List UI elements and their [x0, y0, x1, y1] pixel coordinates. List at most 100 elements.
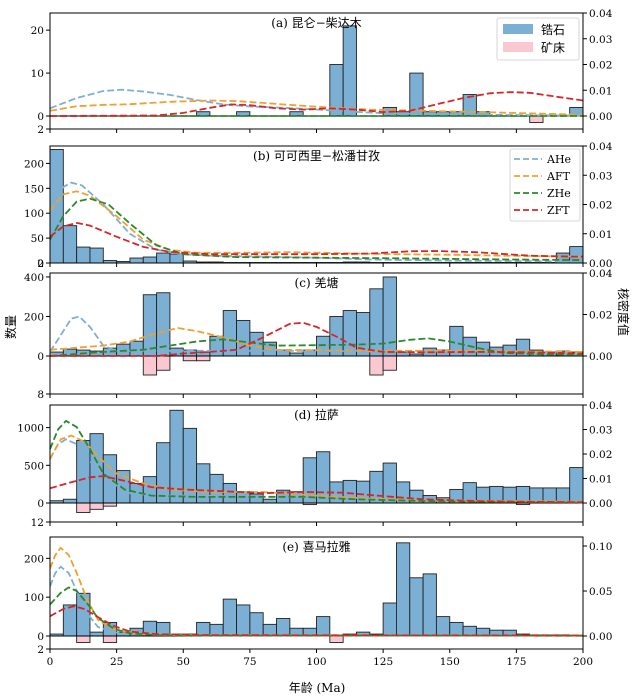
- left-tick-label: 0: [37, 631, 44, 643]
- x-tick-label: 125: [373, 656, 393, 668]
- x-tick-label: 50: [177, 656, 190, 668]
- zircon-bar: [222, 598, 238, 637]
- deposit-bar: [369, 355, 384, 376]
- right-tick-label: 0.02: [589, 200, 612, 212]
- zircon-bar: [316, 616, 331, 637]
- bar-group: [50, 149, 583, 263]
- zircon-bar: [569, 467, 583, 504]
- zircon-bar: [249, 612, 264, 637]
- kde-group: [50, 546, 583, 637]
- right-tick-label: 0.02: [589, 449, 612, 461]
- deposit-bar: [156, 355, 171, 371]
- plot-frame: [49, 145, 584, 264]
- kde-curve-aft: [50, 327, 583, 353]
- kde-curve-zhe: [50, 337, 583, 357]
- kde-group: [50, 181, 583, 263]
- right-tick-label: 0.02: [589, 60, 612, 72]
- deposit-bar: [76, 635, 91, 643]
- right-tick-label: 0.04: [589, 8, 613, 20]
- zircon-bar: [76, 246, 91, 263]
- right-tick-label: 0.01: [589, 229, 612, 241]
- right-tick-label: 0.00: [589, 498, 612, 510]
- right-tick-label: 0.02: [589, 310, 612, 322]
- inverted-tick-label: 12: [31, 517, 44, 529]
- chart-panel-5: 0 100 200 2 0.00 0.05 0.10 0 25 50 75 100 125 150 175 2…: [24, 536, 612, 668]
- chart-panel-4: 0 500 1000 12 0.00 0.01 0.02 0.03 0.04 (d) 拉萨: [17, 400, 612, 529]
- zircon-bar: [62, 604, 78, 637]
- kde-curve-zhe: [50, 419, 583, 504]
- zircon-bar: [89, 631, 104, 637]
- zircon-bar: [342, 310, 357, 357]
- legend-label: ZFT: [547, 204, 570, 217]
- panel-title: (d) 拉萨: [294, 407, 339, 422]
- panel-title: (e) 喜马拉雅: [282, 539, 350, 554]
- right-tick-label: 0.03: [589, 34, 612, 46]
- legend-kde: AHe AFT ZHe ZFT: [509, 148, 581, 222]
- zircon-bar: [62, 498, 78, 504]
- kde-group: [50, 315, 583, 357]
- zircon-bar: [129, 340, 144, 357]
- chart-panel-1: 0 10 20 2 0.00 0.01 0.02 0.03 0.04 (a) 昆仑−柴达木: [31, 8, 613, 136]
- y-axis-label-right: 核密度值: [616, 288, 631, 336]
- legend-label: 锆石: [541, 23, 565, 37]
- bar-group: [50, 542, 571, 643]
- zircon-bar: [222, 482, 238, 504]
- deposit-bar: [529, 115, 544, 123]
- zircon-bar: [262, 623, 277, 637]
- deposit-bar: [382, 355, 397, 371]
- zircon-bar: [196, 621, 211, 637]
- left-tick-label: 10: [31, 68, 44, 80]
- right-tick-label: 0.03: [589, 425, 612, 437]
- zircon-bar: [342, 25, 357, 117]
- kde-curve-zft: [50, 605, 583, 637]
- zircon-bar: [236, 604, 251, 637]
- left-tick-label: 50: [31, 233, 44, 245]
- left-tick-label: 500: [24, 460, 44, 472]
- x-tick-label: 200: [573, 656, 593, 668]
- zircon-bar: [142, 294, 158, 357]
- x-tick-label: 175: [506, 656, 526, 668]
- zircon-bar: [62, 225, 78, 263]
- zircon-bar: [409, 577, 424, 637]
- left-tick-label: 200: [24, 158, 44, 170]
- zircon-bar: [76, 439, 91, 504]
- left-tick-label: 150: [24, 183, 44, 195]
- kde-curve-ahe: [50, 88, 583, 117]
- deposit-bar: [142, 355, 158, 376]
- kde-group: [50, 419, 583, 504]
- zircon-bar: [50, 149, 64, 263]
- zircon-bar: [316, 335, 331, 357]
- kde-curve-ahe: [50, 438, 583, 503]
- kde-curve-ahe: [50, 181, 583, 263]
- left-tick-label: 0: [37, 111, 44, 123]
- left-tick-label: 200: [24, 553, 44, 565]
- panel-title: (a) 昆仑−柴达木: [271, 16, 361, 30]
- zircon-bar: [209, 473, 224, 504]
- kde-curve-aft: [50, 190, 583, 258]
- deposit-bar: [102, 635, 118, 643]
- kde-curve-zft: [50, 91, 583, 117]
- zircon-bar: [129, 257, 144, 263]
- right-tick-label: 0.01: [589, 85, 612, 97]
- right-tick-label: 0.03: [589, 170, 612, 182]
- zircon-bar: [249, 493, 264, 504]
- bar-group: [50, 409, 583, 513]
- inverted-tick-label: 2: [37, 258, 44, 270]
- kde-curve-zft: [50, 475, 583, 504]
- zircon-bar: [369, 288, 384, 357]
- inverted-tick-label: 8: [37, 389, 44, 401]
- right-tick-label: 0.10: [589, 541, 612, 553]
- legend-box: [509, 148, 581, 222]
- legend-swatch: [503, 24, 533, 34]
- kde-curve-aft: [50, 99, 583, 116]
- x-tick-label: 25: [110, 656, 123, 668]
- zircon-bar: [89, 247, 104, 263]
- panel-title: (b) 可可西里−松潘甘孜: [253, 149, 380, 163]
- panels: 0 10 20 2 0.00 0.01 0.02 0.03 0.04 (a) 昆仑−柴达木 0 50 1…: [17, 8, 612, 668]
- zircon-bar: [276, 618, 291, 637]
- left-tick-label: 20: [31, 25, 44, 37]
- x-tick-label: 75: [243, 656, 256, 668]
- right-tick-label: 0.05: [589, 586, 612, 598]
